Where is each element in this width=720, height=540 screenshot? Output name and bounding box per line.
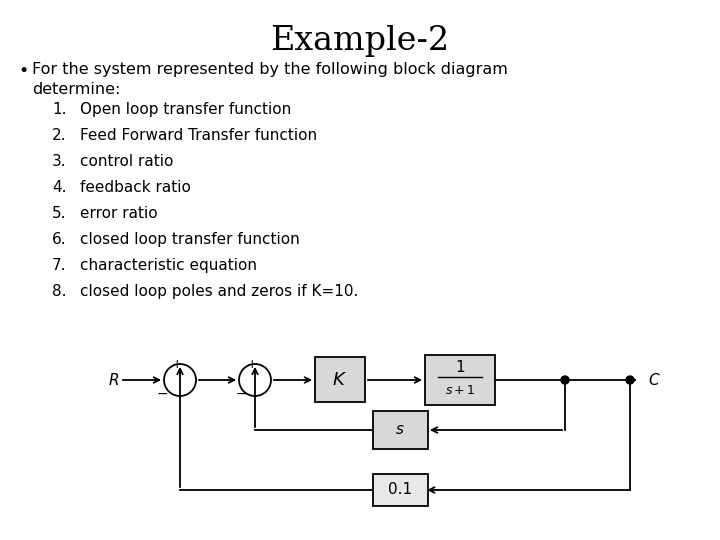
Text: 0.1: 0.1	[388, 483, 412, 497]
Text: $R$: $R$	[108, 372, 119, 388]
Circle shape	[626, 376, 634, 384]
Text: 1: 1	[455, 361, 465, 375]
Text: control ratio: control ratio	[80, 154, 174, 169]
Text: 4.: 4.	[52, 180, 66, 195]
Text: +: +	[171, 357, 182, 370]
Text: −: −	[156, 387, 168, 401]
Text: •: •	[18, 62, 28, 80]
Text: feedback ratio: feedback ratio	[80, 180, 191, 195]
Text: For the system represented by the following block diagram: For the system represented by the follow…	[32, 62, 508, 77]
Text: 7.: 7.	[52, 258, 66, 273]
Text: −: −	[235, 387, 247, 401]
Text: 3.: 3.	[52, 154, 67, 169]
Text: $s+1$: $s+1$	[445, 384, 475, 397]
Bar	[315, 357, 365, 402]
Text: 8.: 8.	[52, 284, 66, 299]
Bar	[373, 411, 428, 449]
Text: $K$: $K$	[333, 371, 348, 389]
Text: 6.: 6.	[52, 232, 67, 247]
Text: characteristic equation: characteristic equation	[80, 258, 257, 273]
Text: Open loop transfer function: Open loop transfer function	[80, 102, 292, 117]
Text: closed loop poles and zeros if K=10.: closed loop poles and zeros if K=10.	[80, 284, 359, 299]
Text: Feed Forward Transfer function: Feed Forward Transfer function	[80, 128, 317, 143]
Text: 5.: 5.	[52, 206, 66, 221]
Text: determine:: determine:	[32, 82, 120, 97]
Bar	[425, 355, 495, 405]
Circle shape	[561, 376, 569, 384]
Text: Example-2: Example-2	[271, 25, 449, 57]
Text: $C$: $C$	[648, 372, 660, 388]
Text: error ratio: error ratio	[80, 206, 158, 221]
Text: +: +	[247, 357, 257, 370]
Text: 2.: 2.	[52, 128, 66, 143]
Text: 1.: 1.	[52, 102, 66, 117]
Text: closed loop transfer function: closed loop transfer function	[80, 232, 300, 247]
Text: $s$: $s$	[395, 422, 405, 437]
Bar	[373, 474, 428, 506]
